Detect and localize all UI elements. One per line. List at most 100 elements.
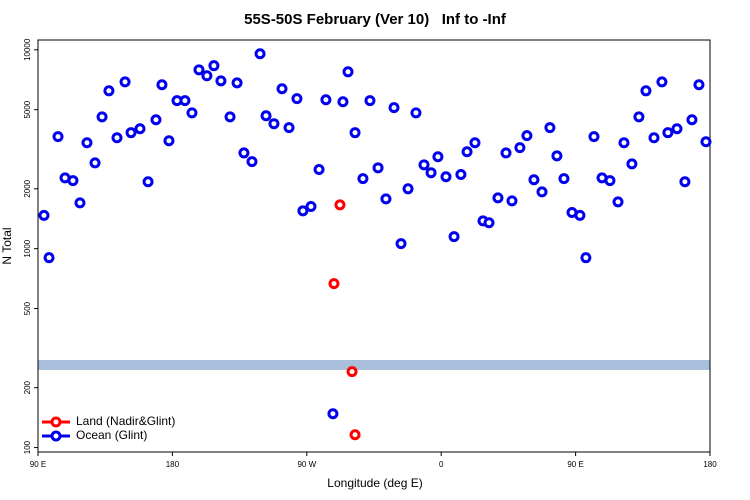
point xyxy=(328,278,340,290)
band xyxy=(38,360,710,370)
point xyxy=(656,76,668,88)
point xyxy=(402,183,414,195)
point xyxy=(142,176,154,188)
point xyxy=(43,252,55,264)
point xyxy=(662,127,674,139)
point xyxy=(671,123,683,135)
point xyxy=(648,132,660,144)
point xyxy=(432,151,444,163)
point xyxy=(320,94,332,106)
point xyxy=(469,137,481,149)
point xyxy=(455,169,467,181)
point xyxy=(89,157,101,169)
point xyxy=(388,102,400,114)
point xyxy=(337,96,349,108)
point xyxy=(544,122,556,134)
legend-label: Ocean (Glint) xyxy=(76,428,147,442)
point xyxy=(38,209,50,221)
point xyxy=(291,93,303,105)
point xyxy=(418,159,430,171)
point xyxy=(640,85,652,97)
point xyxy=(111,132,123,144)
y-tick-label: 1000 xyxy=(23,239,32,257)
point xyxy=(342,66,354,78)
point xyxy=(246,156,258,168)
point xyxy=(693,79,705,91)
point xyxy=(276,83,288,95)
point xyxy=(380,193,392,205)
y-tick-label: 100 xyxy=(23,440,32,454)
point xyxy=(96,111,108,123)
x-tick-label: 0 xyxy=(439,460,444,469)
point xyxy=(364,95,376,107)
point xyxy=(500,147,512,159)
x-tick-label: 180 xyxy=(166,460,180,469)
x-tick-label: 90 W xyxy=(297,460,316,469)
point xyxy=(633,111,645,123)
y-tick-label: 10000 xyxy=(23,38,32,61)
point xyxy=(224,111,236,123)
point xyxy=(461,146,473,158)
point xyxy=(580,252,592,264)
point xyxy=(440,171,452,183)
point xyxy=(536,186,548,198)
point xyxy=(528,174,540,186)
point xyxy=(679,176,691,188)
point xyxy=(558,173,570,185)
chart-title: 55S-50S February (Ver 10) Inf to -Inf xyxy=(244,11,507,28)
point xyxy=(492,192,504,204)
point xyxy=(686,114,698,126)
point xyxy=(208,60,220,72)
point xyxy=(156,79,168,91)
point xyxy=(395,238,407,250)
point xyxy=(260,110,272,122)
point xyxy=(268,118,280,130)
point xyxy=(574,209,586,221)
point xyxy=(514,142,526,154)
y-axis-label: N Total xyxy=(0,227,14,264)
point xyxy=(483,217,495,229)
point xyxy=(67,175,79,187)
point xyxy=(231,77,243,89)
point xyxy=(334,199,346,211)
point xyxy=(201,70,213,82)
point xyxy=(134,123,146,135)
x-axis-label: Longitude (deg E) xyxy=(327,476,422,490)
y-tick-label: 500 xyxy=(23,301,32,315)
point xyxy=(313,164,325,176)
x-tick-label: 90 E xyxy=(30,460,46,469)
point xyxy=(357,173,369,185)
point xyxy=(297,205,309,217)
point xyxy=(254,48,266,60)
legend-marker xyxy=(50,430,62,442)
point xyxy=(588,131,600,143)
point xyxy=(425,167,437,179)
point xyxy=(346,366,358,378)
point xyxy=(551,150,563,162)
x-tick-label: 180 xyxy=(703,460,717,469)
point xyxy=(349,429,361,441)
point xyxy=(179,95,191,107)
point xyxy=(506,195,518,207)
point xyxy=(327,408,339,420)
point xyxy=(618,137,630,149)
point xyxy=(150,114,162,126)
plot-frame xyxy=(37,39,711,453)
point xyxy=(119,76,131,88)
point xyxy=(521,130,533,142)
point xyxy=(125,127,137,139)
y-tick-label: 200 xyxy=(23,380,32,394)
point xyxy=(372,162,384,174)
point xyxy=(448,231,460,243)
y-tick-label: 2000 xyxy=(23,179,32,197)
point xyxy=(604,175,616,187)
point xyxy=(238,147,250,159)
point xyxy=(612,196,624,208)
point xyxy=(700,136,712,148)
point xyxy=(215,75,227,87)
point xyxy=(186,107,198,119)
point xyxy=(81,137,93,149)
legend-label: Land (Nadir&Glint) xyxy=(76,414,175,428)
y-tick-label: 5000 xyxy=(23,100,32,118)
